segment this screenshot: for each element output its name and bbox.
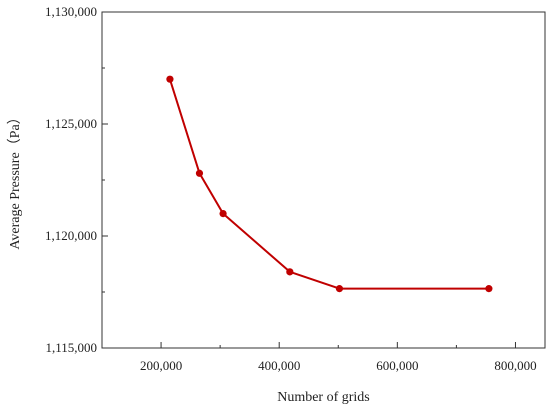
x-tick-label: 200,000 — [140, 358, 182, 373]
y-tick-label: 1,120,000 — [45, 228, 97, 243]
data-point — [166, 75, 174, 83]
plot-frame — [101, 11, 546, 349]
y-tick-label: 1,130,000 — [45, 4, 97, 19]
data-point — [485, 285, 493, 293]
data-point — [219, 210, 227, 218]
y-axis-ticks: 1,115,000 1,120,000 1,125,000 1,130,000 — [45, 4, 108, 355]
y-axis-title: Average Pressure（Pa） — [7, 110, 23, 249]
data-point — [286, 268, 294, 276]
x-tick-label: 400,000 — [258, 358, 300, 373]
x-axis-ticks: 200,000 400,000 600,000 800,000 — [140, 342, 537, 373]
y-tick-label: 1,125,000 — [45, 116, 97, 131]
x-tick-label: 800,000 — [494, 358, 536, 373]
series-layer — [166, 75, 493, 293]
x-tick-label: 600,000 — [376, 358, 418, 373]
x-axis-title: Number of grids — [277, 390, 370, 405]
series-line — [168, 78, 489, 290]
data-point — [335, 285, 344, 293]
data-point — [195, 169, 204, 177]
y-tick-label: 1,115,000 — [45, 340, 97, 355]
